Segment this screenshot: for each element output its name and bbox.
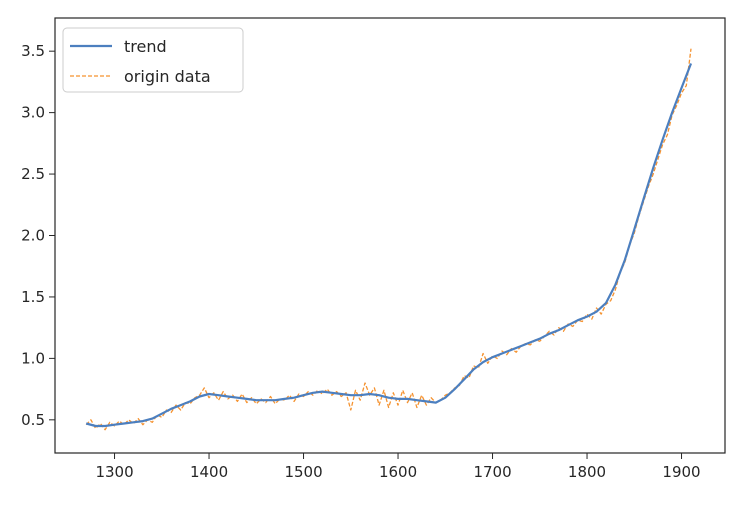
x-tick-label: 1900 — [662, 463, 700, 481]
plot-lines — [85, 48, 693, 431]
y-tick-label: 3.0 — [21, 104, 45, 122]
x-tick-label: 1600 — [379, 463, 417, 481]
x-tick-label: 1800 — [568, 463, 606, 481]
x-tick-label: 1400 — [190, 463, 228, 481]
x-tick-label: 1300 — [95, 463, 133, 481]
x-tick-label: 1500 — [284, 463, 322, 481]
y-tick-label: 0.5 — [21, 411, 45, 429]
y-tick-label: 1.5 — [21, 288, 45, 306]
series-line-origin-data — [85, 48, 692, 431]
legend-label-origin-data: origin data — [124, 67, 211, 86]
y-tick-label: 2.0 — [21, 227, 45, 245]
legend-label-trend: trend — [124, 37, 167, 56]
y-axis: 0.5 1.0 1.5 2.0 2.5 3.0 3.5 — [21, 42, 55, 429]
series-line-trend — [85, 63, 693, 428]
legend: trend origin data — [62, 27, 244, 93]
y-tick-label: 2.5 — [21, 165, 45, 183]
x-axis: 1300 1400 1500 1600 1700 1800 1900 — [95, 453, 701, 481]
y-tick-label: 3.5 — [21, 42, 45, 60]
y-tick-label: 1.0 — [21, 349, 45, 367]
x-tick-label: 1700 — [473, 463, 511, 481]
